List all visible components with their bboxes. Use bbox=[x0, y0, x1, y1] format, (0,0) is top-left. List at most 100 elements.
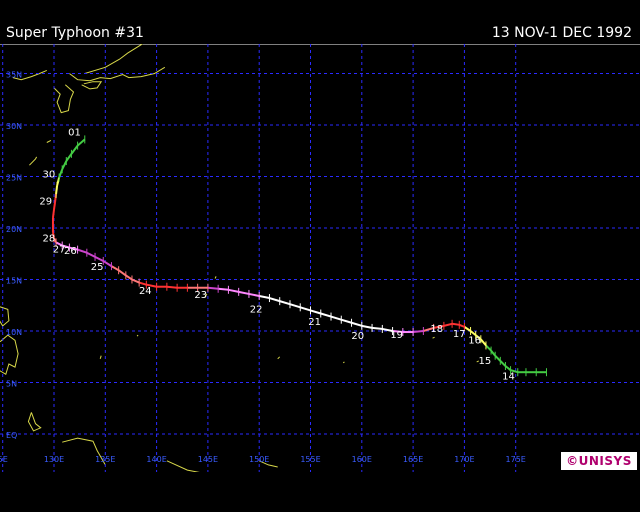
track-segment bbox=[65, 153, 73, 162]
day-label: 22 bbox=[250, 304, 263, 315]
lon-label: 165E bbox=[403, 455, 423, 464]
track-segment bbox=[279, 300, 291, 306]
coastline-21 bbox=[342, 361, 345, 364]
lon-label: 5E bbox=[0, 455, 8, 464]
track-segment bbox=[469, 330, 477, 336]
day-label: 01 bbox=[68, 127, 81, 138]
track-segment bbox=[61, 160, 68, 170]
lon-label: 160E bbox=[352, 455, 372, 464]
track-segment bbox=[70, 145, 79, 155]
track-segment bbox=[269, 297, 281, 303]
coastline-3 bbox=[84, 44, 144, 74]
lat-lon-grid bbox=[0, 44, 640, 472]
day-label: 26 bbox=[64, 246, 77, 257]
day-label: 17 bbox=[453, 329, 466, 340]
day-label: 29 bbox=[39, 196, 52, 207]
track-segment bbox=[238, 290, 250, 295]
day-label: 24 bbox=[139, 286, 152, 297]
lat-label: 5N bbox=[6, 380, 17, 389]
track-segment bbox=[58, 168, 64, 178]
lat-label: 35N bbox=[6, 71, 22, 80]
coastline-10 bbox=[0, 306, 10, 327]
lon-label: 150E bbox=[249, 455, 269, 464]
track-segment bbox=[218, 287, 229, 291]
day-label: 15 bbox=[479, 356, 492, 367]
track-segment bbox=[382, 327, 393, 332]
axis-labels: 35N 30N 25N 20N 15N 10N 5N EQ 5E 130E 135E 140E 145E… bbox=[0, 71, 526, 465]
coastline-14 bbox=[27, 412, 42, 432]
track-segment bbox=[423, 326, 434, 332]
lon-label: 140E bbox=[146, 455, 166, 464]
track-segment bbox=[371, 326, 383, 330]
storm-title: Super Typhoon #31 bbox=[6, 25, 144, 41]
day-label: 19 bbox=[390, 330, 403, 341]
track-segment bbox=[138, 281, 147, 286]
lon-label: 135E bbox=[95, 455, 115, 464]
coastline-24 bbox=[166, 460, 200, 472]
track-segment bbox=[125, 274, 133, 281]
coastline-23 bbox=[432, 336, 435, 339]
track-segment bbox=[340, 318, 352, 324]
day-label: 27 bbox=[53, 245, 66, 256]
coastline-1 bbox=[81, 81, 103, 90]
day-label: 28 bbox=[43, 233, 56, 244]
coastline-0 bbox=[69, 66, 166, 82]
track-segment bbox=[118, 269, 127, 277]
header: Super Typhoon #31 13 NOV-1 DEC 1992 bbox=[0, 0, 640, 44]
track-segment bbox=[413, 330, 424, 334]
coastline-20 bbox=[277, 356, 281, 360]
lon-label: 130E bbox=[44, 455, 64, 464]
coastline-17 bbox=[136, 334, 139, 337]
day-label: 16 bbox=[468, 335, 481, 346]
coastlines bbox=[0, 44, 480, 472]
track-segment bbox=[207, 286, 219, 290]
track-segment bbox=[94, 255, 104, 262]
track-segment bbox=[458, 323, 465, 328]
lon-label: 170E bbox=[454, 455, 474, 464]
lat-label: 15N bbox=[6, 277, 22, 286]
track-segment bbox=[351, 321, 363, 327]
track-segment bbox=[299, 306, 311, 312]
track-segment bbox=[504, 365, 512, 371]
storm-track bbox=[51, 135, 547, 377]
lat-label: 25N bbox=[6, 174, 22, 183]
track-segment bbox=[248, 292, 260, 297]
coastline-22 bbox=[476, 360, 480, 363]
lon-label: 155E bbox=[300, 455, 320, 464]
coastline-4 bbox=[12, 69, 47, 81]
track-segment bbox=[259, 294, 270, 300]
track-segment bbox=[86, 251, 96, 258]
track-segment bbox=[131, 278, 140, 284]
track-segment bbox=[510, 369, 519, 374]
coastline-13 bbox=[0, 334, 19, 376]
track-segment bbox=[228, 288, 239, 293]
track-segment bbox=[77, 248, 88, 254]
day-label: 25 bbox=[91, 262, 104, 273]
track-segment bbox=[102, 260, 112, 267]
day-label: 21 bbox=[308, 317, 321, 328]
coastline-18 bbox=[204, 293, 208, 298]
track-segment bbox=[289, 303, 301, 309]
track-segment bbox=[320, 312, 332, 318]
track-segment bbox=[480, 338, 487, 347]
track-segment bbox=[499, 360, 507, 367]
track-segment bbox=[69, 246, 78, 251]
coastline-15 bbox=[62, 437, 106, 466]
lat-label: 10N bbox=[6, 328, 22, 337]
lat-label: 30N bbox=[6, 122, 22, 131]
track-segment bbox=[55, 241, 63, 247]
track-segment bbox=[110, 265, 120, 272]
coastline-19 bbox=[214, 276, 217, 279]
track-segment bbox=[361, 324, 373, 329]
unisys-logo: ©UNISYS bbox=[561, 452, 637, 470]
day-label: 14 bbox=[502, 371, 515, 382]
lat-label: 20N bbox=[6, 225, 22, 234]
lat-label: EQ bbox=[6, 431, 17, 440]
track-segment bbox=[463, 326, 472, 332]
day-label: 20 bbox=[351, 331, 364, 342]
track-segment bbox=[330, 315, 342, 321]
date-range: 13 NOV-1 DEC 1992 bbox=[491, 25, 632, 41]
track-segment bbox=[392, 330, 403, 334]
